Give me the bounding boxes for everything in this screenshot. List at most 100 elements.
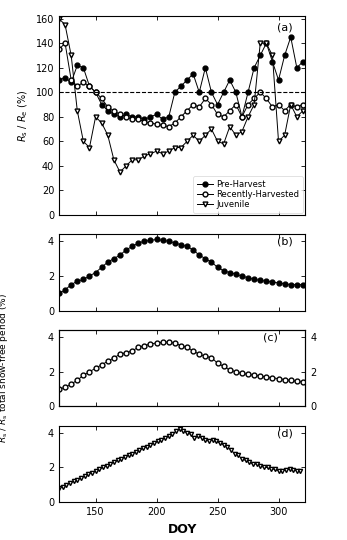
Juvenile [81,138,85,145]
Pre-Harvest [136,113,140,120]
X-axis label: DOY: DOY [168,523,197,536]
Recently-Harvested [270,104,274,110]
Recently-Harvested [112,107,116,114]
Pre-Harvest [167,113,171,120]
Pre-Harvest [301,58,305,65]
Y-axis label: $R_{\mathrm{s}}$ / $R_{\mathrm{e}}$ (%): $R_{\mathrm{s}}$ / $R_{\mathrm{e}}$ (%) [16,89,30,142]
Recently-Harvested [100,95,104,102]
Recently-Harvested [63,40,67,46]
Recently-Harvested [149,120,153,126]
Juvenile [75,107,79,114]
Pre-Harvest [69,79,73,86]
Juvenile [161,151,165,157]
Juvenile [215,138,220,145]
Pre-Harvest [270,58,274,65]
Pre-Harvest [295,64,299,71]
Recently-Harvested [197,104,201,110]
Pre-Harvest [63,75,67,81]
Text: (d): (d) [277,428,293,438]
Pre-Harvest [197,89,201,96]
Pre-Harvest [130,113,134,120]
Recently-Harvested [234,102,238,108]
Recently-Harvested [301,102,305,108]
Juvenile [222,140,226,147]
Pre-Harvest [57,77,61,83]
Recently-Harvested [277,102,281,108]
Juvenile [203,132,208,138]
Recently-Harvested [258,89,262,96]
Pre-Harvest [118,113,122,120]
Juvenile [270,52,274,59]
Recently-Harvested [246,102,250,108]
Recently-Harvested [185,107,189,114]
Juvenile [167,148,171,154]
Pre-Harvest [93,89,98,96]
Recently-Harvested [295,104,299,110]
Juvenile [295,113,299,120]
Juvenile [246,113,250,120]
Recently-Harvested [264,95,269,102]
Juvenile [130,157,134,163]
Recently-Harvested [282,107,287,114]
Pre-Harvest [234,89,238,96]
Pre-Harvest [258,52,262,59]
Juvenile [277,138,281,145]
Pre-Harvest [173,89,177,96]
Pre-Harvest [209,89,213,96]
Recently-Harvested [167,124,171,130]
Recently-Harvested [203,95,208,102]
Pre-Harvest [142,116,146,123]
Pre-Harvest [87,83,92,90]
Juvenile [118,169,122,176]
Juvenile [154,148,159,154]
Recently-Harvested [173,120,177,126]
Legend: Pre-Harvest, Recently-Harvested, Juvenile: Pre-Harvest, Recently-Harvested, Juvenil… [193,177,303,213]
Pre-Harvest [277,77,281,83]
Juvenile [289,102,293,108]
Juvenile [69,52,73,59]
Recently-Harvested [124,113,128,120]
Juvenile [149,151,153,157]
Recently-Harvested [191,102,195,108]
Recently-Harvested [57,46,61,52]
Pre-Harvest [282,52,287,59]
Recently-Harvested [75,83,79,90]
Juvenile [136,157,140,163]
Recently-Harvested [93,89,98,96]
Pre-Harvest [191,71,195,77]
Line: Juvenile: Juvenile [57,16,305,174]
Juvenile [282,132,287,138]
Recently-Harvested [215,111,220,118]
Recently-Harvested [228,107,232,114]
Juvenile [209,126,213,132]
Pre-Harvest [179,83,183,90]
Pre-Harvest [222,89,226,96]
Juvenile [234,132,238,138]
Pre-Harvest [240,113,244,120]
Pre-Harvest [100,102,104,108]
Juvenile [93,113,98,120]
Text: (a): (a) [277,22,293,32]
Recently-Harvested [222,113,226,120]
Pre-Harvest [289,34,293,40]
Pre-Harvest [203,64,208,71]
Pre-Harvest [228,77,232,83]
Recently-Harvested [179,113,183,120]
Recently-Harvested [106,104,110,110]
Pre-Harvest [161,116,165,123]
Recently-Harvested [81,79,85,86]
Juvenile [106,132,110,138]
Recently-Harvested [136,116,140,123]
Juvenile [301,107,305,114]
Recently-Harvested [252,95,256,102]
Juvenile [185,138,189,145]
Recently-Harvested [209,102,213,108]
Recently-Harvested [289,102,293,108]
Text: $R_{\mathrm{s}}$ / $R_{\mathrm{s}}$ total snow-free period (%): $R_{\mathrm{s}}$ / $R_{\mathrm{s}}$ tota… [0,293,10,443]
Juvenile [142,153,146,159]
Juvenile [179,144,183,151]
Pre-Harvest [264,40,269,46]
Pre-Harvest [75,62,79,69]
Recently-Harvested [69,77,73,83]
Juvenile [252,102,256,108]
